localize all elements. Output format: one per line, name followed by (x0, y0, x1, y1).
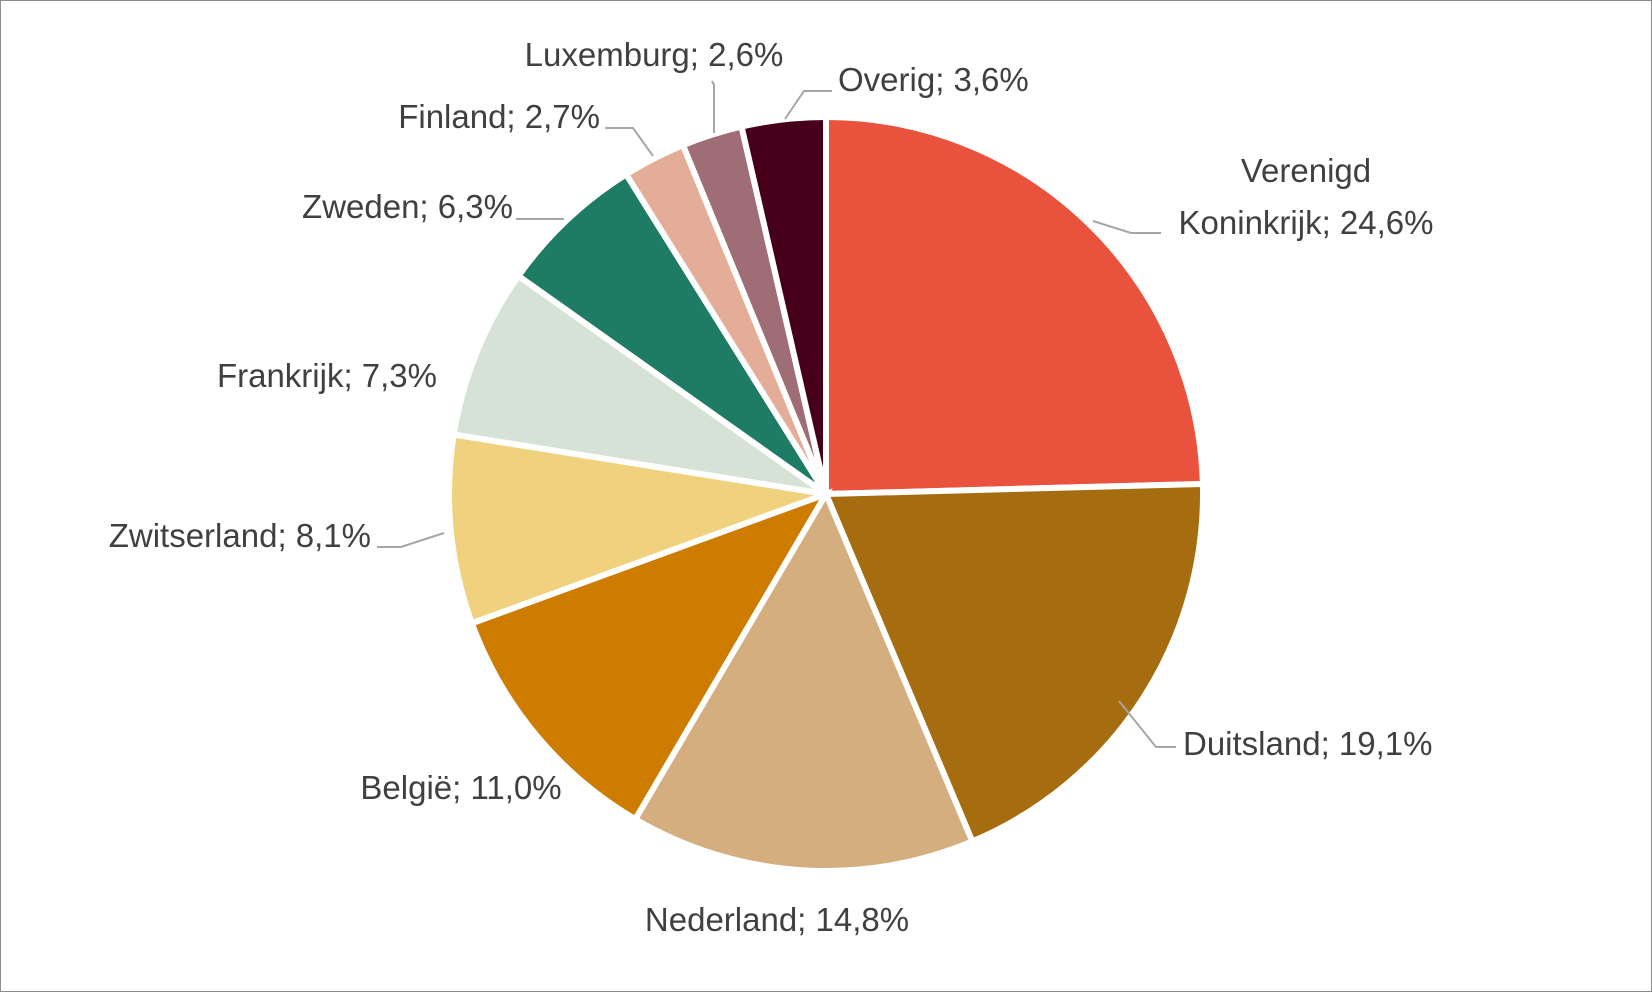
pie-slice-duitsland (821, 480, 1206, 846)
pie-slice-overig (737, 113, 829, 495)
pie-slice-frankrijk (450, 271, 828, 497)
data-label-finland: Finland; 2,7% (398, 98, 600, 135)
leader-line-zwitserland (377, 532, 445, 548)
leader-line-overig (784, 90, 832, 120)
data-label-zweden: Zweden; 6,3% (302, 188, 513, 225)
data-label-line: Zwitserland; 8,1% (109, 517, 371, 554)
pie-slice-zweden (514, 170, 829, 497)
data-label-line: Verenigd (1241, 152, 1371, 189)
pie-slices (446, 113, 1206, 874)
data-label-line: Zweden; 6,3% (302, 188, 513, 225)
leader-lines (377, 80, 1176, 748)
data-label-line: Overig; 3,6% (838, 61, 1029, 98)
data-label-luxemburg: Luxemburg; 2,6% (525, 36, 784, 73)
leader-line-finland (605, 127, 654, 157)
data-label-line: Frankrijk; 7,3% (217, 357, 437, 394)
pie-slice-nederland (631, 487, 977, 874)
data-label-line: Koninkrijk; 24,6% (1179, 204, 1434, 241)
leader-line-duitsland (1118, 700, 1176, 748)
data-label-belgie: België; 11,0% (360, 769, 561, 806)
leader-line-verenigd-koninkrijk (1092, 220, 1161, 234)
data-label-line: Finland; 2,7% (398, 98, 600, 135)
data-label-line: Luxemburg; 2,6% (525, 36, 784, 73)
data-label-duitsland: Duitsland; 19,1% (1183, 725, 1432, 762)
leader-line-luxemburg (711, 80, 715, 133)
data-label-frankrijk: Frankrijk; 7,3% (217, 357, 437, 394)
data-label-line: België; 11,0% (360, 769, 561, 806)
pie-slice-verenigd-koninkrijk (823, 113, 1206, 498)
data-label-verenigd-koninkrijk: Verenigd Koninkrijk; 24,6% (1179, 152, 1434, 241)
data-label-nederland: Nederland; 14,8% (645, 901, 909, 938)
data-label-zwitserland: Zwitserland; 8,1% (109, 517, 371, 554)
pie-slice-belgie (468, 488, 833, 824)
data-label-line: Duitsland; 19,1% (1183, 725, 1432, 762)
data-label-overig: Overig; 3,6% (838, 61, 1029, 98)
data-label-line: Nederland; 14,8% (645, 901, 909, 938)
data-labels: Verenigd Koninkrijk; 24,6% Duitsland; 19,1… (109, 36, 1434, 938)
